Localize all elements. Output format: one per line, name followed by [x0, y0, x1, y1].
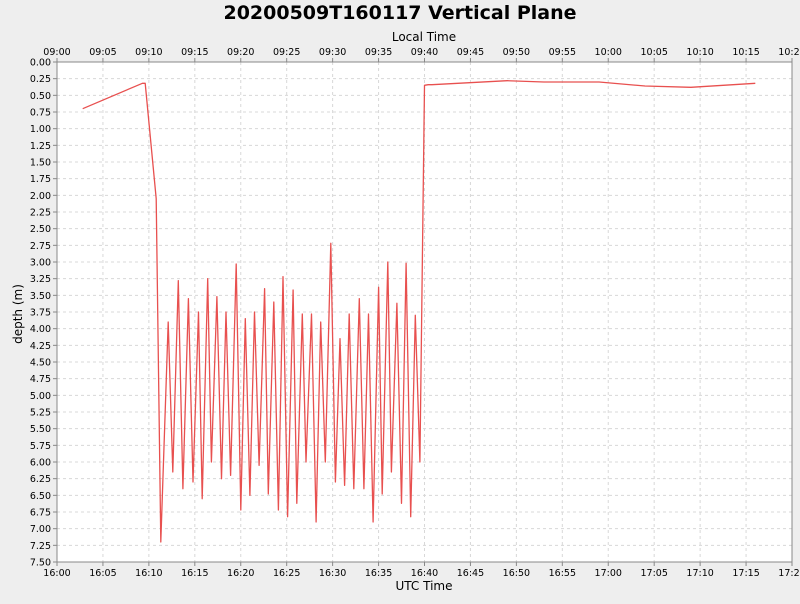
- x2-tick-label: 09:25: [273, 47, 300, 58]
- x2-tick-label: 09:35: [365, 47, 392, 58]
- y-tick-label: 3.00: [30, 258, 51, 269]
- y-tick-label: 6.50: [30, 491, 51, 502]
- y-tick-label: 0.00: [30, 58, 51, 69]
- y-tick-label: 4.00: [30, 324, 51, 335]
- y-tick-label: 0.75: [30, 108, 51, 119]
- y-tick-label: 7.00: [30, 524, 51, 535]
- y-tick-label: 3.75: [30, 308, 51, 319]
- x-tick-label: 16:20: [227, 568, 254, 579]
- y-tick-label: 3.50: [30, 291, 51, 302]
- x-tick-label: 17:20: [778, 568, 800, 579]
- y-tick-label: 5.25: [30, 408, 51, 419]
- y-tick-label: 1.50: [30, 158, 51, 169]
- x-tick-label: 16:50: [503, 568, 530, 579]
- x2-tick-label: 10:10: [686, 47, 713, 58]
- x-tick-label: 17:10: [686, 568, 713, 579]
- x2-tick-label: 09:50: [503, 47, 530, 58]
- series-layer: [82, 80, 756, 543]
- axes: 16:00 09:00 16:05 09:05 16:10 09:10 16:15 09:15…: [30, 47, 800, 579]
- y-tick-label: 2.25: [30, 208, 51, 219]
- x2-tick-label: 09:15: [181, 47, 208, 58]
- x2-tick-label: 09:55: [549, 47, 576, 58]
- x-tick-label: 17:05: [640, 568, 667, 579]
- x-tick-label: 16:40: [411, 568, 438, 579]
- depth-series-line: [82, 80, 756, 543]
- x-tick-label: 16:00: [43, 568, 70, 579]
- local-time-axis-title: Local Time: [392, 30, 456, 44]
- y-tick-label: 1.25: [30, 141, 51, 152]
- x-tick-label: 16:35: [365, 568, 392, 579]
- y-tick-label: 3.25: [30, 274, 51, 285]
- y-tick-label: 5.75: [30, 441, 51, 452]
- x2-tick-label: 10:00: [595, 47, 622, 58]
- y-tick-label: 4.50: [30, 358, 51, 369]
- y-tick-label: 1.00: [30, 124, 51, 135]
- y-tick-label: 4.75: [30, 374, 51, 385]
- y-tick-label: 0.50: [30, 91, 51, 102]
- x-tick-label: 17:00: [595, 568, 622, 579]
- x-tick-label: 16:55: [549, 568, 576, 579]
- x-tick-label: 16:45: [457, 568, 484, 579]
- utc-time-axis-title: UTC Time: [396, 579, 453, 593]
- x-tick-label: 16:25: [273, 568, 300, 579]
- x2-tick-label: 10:20: [778, 47, 800, 58]
- y-tick-label: 2.75: [30, 241, 51, 252]
- x-tick-label: 17:15: [732, 568, 759, 579]
- y-tick-label: 5.00: [30, 391, 51, 402]
- y-tick-label: 5.50: [30, 424, 51, 435]
- y-tick-label: 4.25: [30, 341, 51, 352]
- y-tick-label: 7.25: [30, 541, 51, 552]
- y-tick-label: 7.50: [30, 558, 51, 569]
- x2-tick-label: 09:00: [43, 47, 70, 58]
- x-tick-label: 16:10: [135, 568, 162, 579]
- x-tick-label: 16:30: [319, 568, 346, 579]
- x-tick-label: 16:05: [89, 568, 116, 579]
- y-tick-label: 6.75: [30, 508, 51, 519]
- y-tick-label: 2.50: [30, 224, 51, 235]
- x-tick-label: 16:15: [181, 568, 208, 579]
- y-tick-label: 1.75: [30, 174, 51, 185]
- chart-title: 20200509T160117 Vertical Plane: [223, 2, 576, 24]
- y-tick-label: 6.00: [30, 458, 51, 469]
- y-tick-label: 0.25: [30, 74, 51, 85]
- x2-tick-label: 09:20: [227, 47, 254, 58]
- depth-axis-title: depth (m): [11, 284, 25, 344]
- y-tick-label: 6.25: [30, 474, 51, 485]
- x2-tick-label: 10:15: [732, 47, 759, 58]
- x2-tick-label: 09:05: [89, 47, 116, 58]
- x2-tick-label: 10:05: [640, 47, 667, 58]
- x2-tick-label: 09:40: [411, 47, 438, 58]
- x2-tick-label: 09:10: [135, 47, 162, 58]
- x2-tick-label: 09:45: [457, 47, 484, 58]
- y-tick-label: 2.00: [30, 191, 51, 202]
- x2-tick-label: 09:30: [319, 47, 346, 58]
